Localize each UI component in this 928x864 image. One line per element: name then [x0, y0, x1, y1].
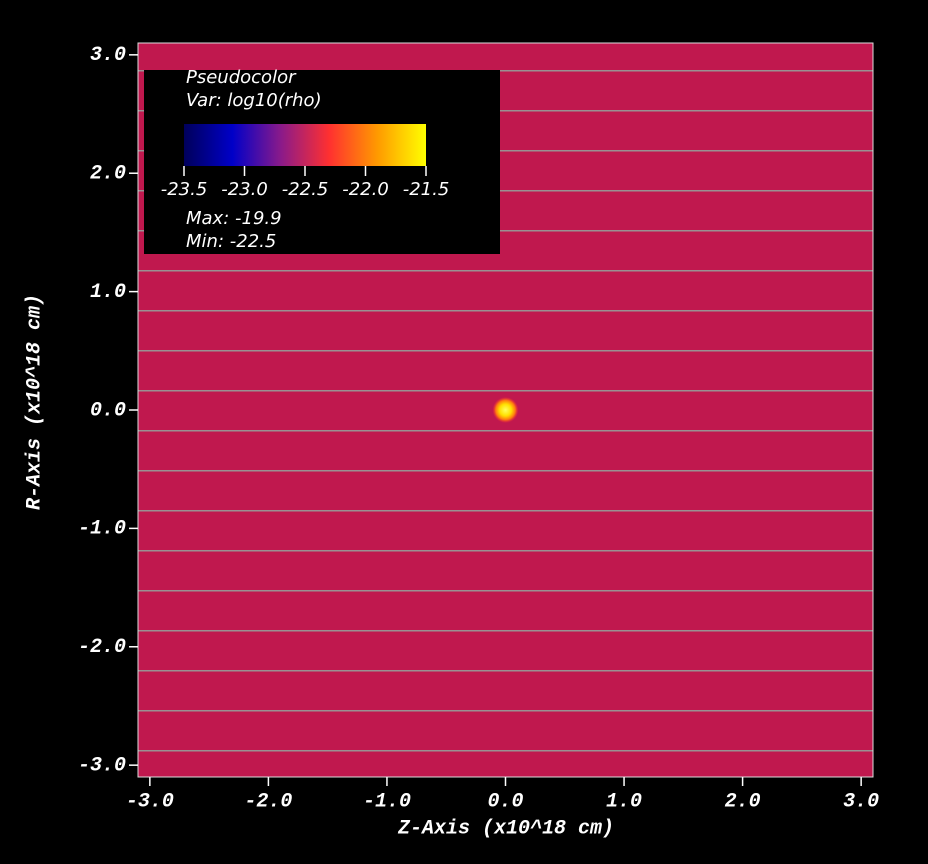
- legend-title: Pseudocolor: [186, 67, 297, 88]
- legend-variable: Var: log10(rho): [186, 90, 322, 111]
- y-tick-label: 0.0: [90, 399, 126, 422]
- max-label: Max:: [186, 208, 229, 229]
- colorbar-tick-label: -21.5: [403, 179, 450, 200]
- colorbar: [184, 124, 426, 166]
- x-tick-label: 1.0: [606, 790, 642, 813]
- hot-spot: [492, 397, 519, 423]
- max-value: -19.9: [235, 208, 282, 229]
- y-axis-label: R-Axis (x10^18 cm): [23, 294, 46, 510]
- x-tick-label: -2.0: [244, 790, 292, 813]
- x-tick-label: -3.0: [126, 790, 174, 813]
- x-tick-label: -1.0: [363, 790, 411, 813]
- legend-max: Max: -19.9: [186, 208, 282, 229]
- legend-min: Min: -22.5: [186, 231, 276, 252]
- min-value: -22.5: [230, 231, 277, 252]
- y-tick-label: -2.0: [78, 636, 126, 659]
- y-tick-label: 3.0: [90, 44, 126, 67]
- min-label: Min:: [186, 231, 224, 252]
- y-tick-label: -1.0: [78, 518, 126, 541]
- x-axis-label: Z-Axis (x10^18 cm): [397, 817, 614, 840]
- y-tick-label: -3.0: [78, 754, 126, 777]
- colorbar-tick-label: -22.5: [282, 179, 329, 200]
- colorbar-tick-label: -23.0: [221, 179, 268, 200]
- x-tick-label: 2.0: [725, 790, 761, 813]
- y-tick-label: 1.0: [90, 281, 126, 304]
- x-tick-label: 3.0: [843, 790, 879, 813]
- colorbar-tick-label: -22.0: [342, 179, 389, 200]
- y-tick-label: 2.0: [90, 163, 126, 186]
- colorbar-tick-label: -23.5: [161, 179, 208, 200]
- x-tick-label: 0.0: [487, 790, 523, 813]
